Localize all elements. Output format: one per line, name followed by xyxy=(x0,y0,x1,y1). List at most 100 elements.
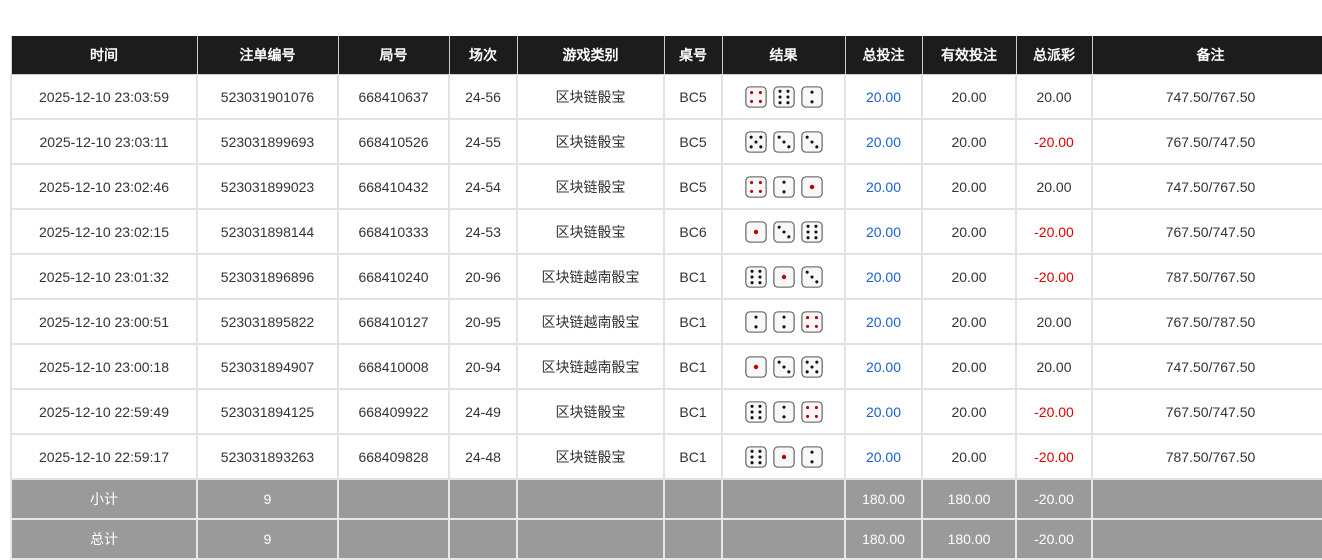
die-2-icon xyxy=(772,400,795,423)
die-2-icon xyxy=(744,310,767,333)
summary-label: 总计 xyxy=(10,518,198,560)
result-cell xyxy=(721,388,846,435)
summary-valid-bet: 180.00 xyxy=(921,518,1017,560)
session-cell: 20-96 xyxy=(448,253,518,300)
summary-total-bet: 180.00 xyxy=(844,518,923,560)
session-cell: 24-54 xyxy=(448,163,518,210)
table-row: 2025-12-10 23:00:18 523031894907 668410008… xyxy=(10,343,1322,390)
note-cell: 787.50/767.50 xyxy=(1091,253,1322,300)
summary-valid-bet: 180.00 xyxy=(921,478,1017,520)
result-cell xyxy=(721,253,846,300)
die-6-icon xyxy=(800,220,823,243)
total-bet-link[interactable]: 20.00 xyxy=(844,118,923,165)
total-bet-link[interactable]: 20.00 xyxy=(844,433,923,480)
die-4-icon xyxy=(800,310,823,333)
game-type-cell: 区块链骰宝 xyxy=(516,208,665,255)
total-bet-link[interactable]: 20.00 xyxy=(844,74,923,120)
bet-id-cell: 523031899023 xyxy=(196,163,339,210)
note-cell: 767.50/747.50 xyxy=(1091,388,1322,435)
table-row: 2025-12-10 23:03:59 523031901076 668410637… xyxy=(10,74,1322,120)
total-bet-link[interactable]: 20.00 xyxy=(844,298,923,345)
bet-id-cell: 523031895822 xyxy=(196,298,339,345)
die-6-icon xyxy=(744,265,767,288)
empty-cell xyxy=(663,478,723,520)
session-cell: 24-48 xyxy=(448,433,518,480)
time-cell: 2025-12-10 23:00:51 xyxy=(10,298,198,345)
result-cell xyxy=(721,208,846,255)
summary-payout: -20.00 xyxy=(1015,518,1093,560)
game-type-cell: 区块链越南骰宝 xyxy=(516,343,665,390)
column-header: 局号 xyxy=(337,36,450,75)
empty-cell xyxy=(337,518,450,560)
session-cell: 20-95 xyxy=(448,298,518,345)
game-type-cell: 区块链骰宝 xyxy=(516,118,665,165)
valid-bet-cell: 20.00 xyxy=(921,74,1017,120)
round-cell: 668410333 xyxy=(337,208,450,255)
note-cell: 767.50/747.50 xyxy=(1091,208,1322,255)
valid-bet-cell: 20.00 xyxy=(921,118,1017,165)
total-bet-link[interactable]: 20.00 xyxy=(844,253,923,300)
game-type-cell: 区块链骰宝 xyxy=(516,388,665,435)
bet-id-cell: 523031894907 xyxy=(196,343,339,390)
total-bet-link[interactable]: 20.00 xyxy=(844,163,923,210)
table-row: 2025-12-10 23:01:32 523031896896 668410240… xyxy=(10,253,1322,300)
table-row: 2025-12-10 23:02:46 523031899023 668410432… xyxy=(10,163,1322,210)
empty-cell xyxy=(448,478,518,520)
payout-cell: 20.00 xyxy=(1015,163,1093,210)
die-1-icon xyxy=(772,265,795,288)
die-3-icon xyxy=(800,130,823,153)
game-type-cell: 区块链骰宝 xyxy=(516,163,665,210)
game-type-cell: 区块链越南骰宝 xyxy=(516,253,665,300)
round-cell: 668410008 xyxy=(337,343,450,390)
valid-bet-cell: 20.00 xyxy=(921,343,1017,390)
payout-cell: -20.00 xyxy=(1015,253,1093,300)
table-row: 2025-12-10 23:02:15 523031898144 668410333… xyxy=(10,208,1322,255)
summary-total-bet: 180.00 xyxy=(844,478,923,520)
die-2-icon xyxy=(800,85,823,108)
table-id-cell: BC5 xyxy=(663,163,723,210)
round-cell: 668410432 xyxy=(337,163,450,210)
column-header: 桌号 xyxy=(663,36,723,75)
summary-label: 小计 xyxy=(10,478,198,520)
total-bet-link[interactable]: 20.00 xyxy=(844,343,923,390)
time-cell: 2025-12-10 22:59:17 xyxy=(10,433,198,480)
payout-cell: -20.00 xyxy=(1015,118,1093,165)
round-cell: 668410127 xyxy=(337,298,450,345)
table-id-cell: BC1 xyxy=(663,253,723,300)
table-id-cell: BC5 xyxy=(663,118,723,165)
table-row: 2025-12-10 23:03:11 523031899693 668410526… xyxy=(10,118,1322,165)
result-cell xyxy=(721,163,846,210)
die-6-icon xyxy=(744,400,767,423)
summary-payout: -20.00 xyxy=(1015,478,1093,520)
note-cell: 747.50/767.50 xyxy=(1091,74,1322,120)
note-cell: 767.50/747.50 xyxy=(1091,118,1322,165)
table-id-cell: BC1 xyxy=(663,388,723,435)
time-cell: 2025-12-10 23:03:11 xyxy=(10,118,198,165)
round-cell: 668410637 xyxy=(337,74,450,120)
note-cell: 747.50/767.50 xyxy=(1091,163,1322,210)
total-bet-link[interactable]: 20.00 xyxy=(844,208,923,255)
die-2-icon xyxy=(800,445,823,468)
summary-count: 9 xyxy=(196,518,339,560)
die-5-icon xyxy=(800,355,823,378)
summary-row: 总计 9 180.00 180.00 -20.00 xyxy=(10,518,1322,560)
payout-cell: 20.00 xyxy=(1015,298,1093,345)
die-2-icon xyxy=(772,310,795,333)
payout-cell: -20.00 xyxy=(1015,208,1093,255)
bet-records-table: 时间 注单编号 局号 场次 游戏类别 桌号 结果 总投注 有效投注 总派彩 备注 2025-12-1… xyxy=(10,36,1322,560)
valid-bet-cell: 20.00 xyxy=(921,298,1017,345)
payout-cell: 20.00 xyxy=(1015,343,1093,390)
result-cell xyxy=(721,343,846,390)
column-header: 总派彩 xyxy=(1015,36,1093,75)
result-cell xyxy=(721,433,846,480)
total-bet-link[interactable]: 20.00 xyxy=(844,388,923,435)
time-cell: 2025-12-10 23:00:18 xyxy=(10,343,198,390)
die-4-icon xyxy=(744,85,767,108)
column-header: 时间 xyxy=(10,36,198,75)
session-cell: 24-55 xyxy=(448,118,518,165)
die-1-icon xyxy=(772,445,795,468)
note-cell: 747.50/767.50 xyxy=(1091,343,1322,390)
column-header: 总投注 xyxy=(844,36,923,75)
table-row: 2025-12-10 22:59:49 523031894125 668409922… xyxy=(10,388,1322,435)
time-cell: 2025-12-10 23:02:15 xyxy=(10,208,198,255)
